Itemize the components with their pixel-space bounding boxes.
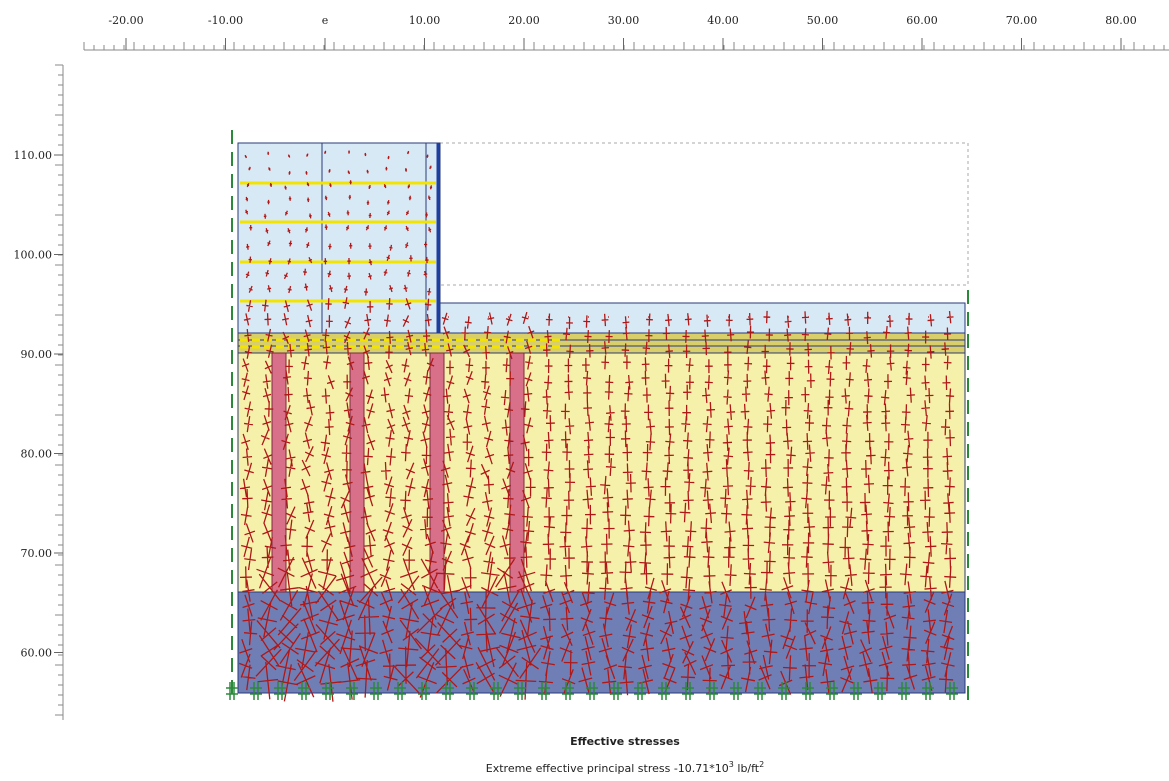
pile [272,353,286,592]
y-tick-label: 90.00 [21,348,53,361]
y-tick-label: 100.00 [14,249,53,262]
y-tick-label: 80.00 [21,448,53,461]
plot-view: -20.00 -10.00 e 10.00 20.00 30.00 40.00 50.00 60… [0,0,1169,781]
x-tick-label: 10.00 [409,14,441,27]
x-tick-label: 20.00 [508,14,540,27]
y-tick-label: 60.00 [21,647,53,660]
caption-unit-exponent: 2 [759,760,764,769]
backfill-block [238,143,440,333]
x-tick-label: -20.00 [108,14,143,27]
model [226,130,968,702]
x-tick-label: -10.00 [208,14,243,27]
x-tick-label: 80.00 [1105,14,1137,27]
x-tick-label: e [322,14,329,27]
pile [510,353,524,592]
caption-text: Extreme effective principal stress -10.7… [486,760,764,775]
caption-unit: lb/ft [734,762,760,775]
caption-title: Effective stresses [570,735,680,748]
x-tick-label: 60.00 [906,14,938,27]
x-tick-label: 30.00 [608,14,640,27]
excavation-outline [440,143,968,285]
x-tick-label: 40.00 [707,14,739,27]
y-tick-label: 70.00 [21,547,53,560]
y-tick-label: 110.00 [14,149,53,162]
x-tick-label: 50.00 [807,14,839,27]
x-tick-label: 70.00 [1006,14,1038,27]
caption-main: Extreme effective principal stress -10.7… [486,762,729,775]
